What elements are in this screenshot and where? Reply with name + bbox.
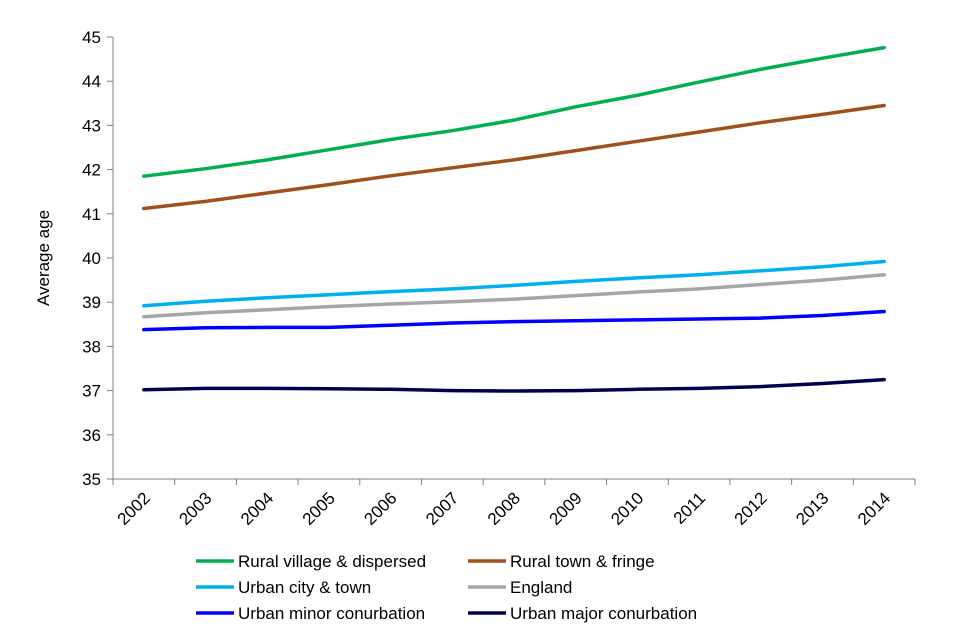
- y-axis-title: Average age: [34, 210, 53, 306]
- series-line-urban-minor-conurbation: [142, 309, 886, 332]
- y-tick-label: 43: [82, 116, 101, 135]
- legend-item-england: England: [468, 578, 572, 597]
- legend-item-rural-town-fringe: Rural town & fringe: [468, 552, 655, 571]
- legend: Rural village & dispersed Rural town & fr…: [196, 552, 697, 623]
- y-tick-label: 35: [82, 470, 101, 489]
- y-tick-label: 37: [82, 382, 101, 401]
- y-tick-label: 39: [82, 293, 101, 312]
- legend-item-rural-village-dispersed: Rural village & dispersed: [196, 552, 426, 571]
- legend-label: Rural village & dispersed: [238, 552, 426, 571]
- x-tick-label: 2003: [175, 489, 215, 529]
- y-tick-label: 41: [82, 205, 101, 224]
- legend-label: Urban major conurbation: [510, 604, 697, 623]
- x-tick-label: 2009: [546, 489, 586, 529]
- x-tick-label: 2004: [237, 489, 277, 529]
- legend-label: Urban city & town: [238, 578, 371, 597]
- y-tick-label: 38: [82, 337, 101, 356]
- y-tick-label: 36: [82, 426, 101, 445]
- legend-label: Urban minor conurbation: [238, 604, 425, 623]
- legend-item-urban-major-conurbation: Urban major conurbation: [468, 604, 697, 623]
- y-tick-label: 44: [82, 72, 101, 91]
- series-line-urban-city-town: [142, 259, 886, 308]
- y-axis-ticks: 35 36 37 38 39 40 41 42 43 44 45: [82, 28, 113, 489]
- series-line-rural-town-fringe: [142, 103, 886, 211]
- series-line-england: [142, 273, 886, 319]
- x-tick-label: 2005: [299, 489, 339, 529]
- x-tick-label: 2006: [360, 489, 400, 529]
- y-tick-label: 45: [82, 28, 101, 47]
- legend-item-urban-city-town: Urban city & town: [196, 578, 371, 597]
- x-axis-ticks: 2002 2003 2004 2005 2006 2007 2008 2009 2010 2011…: [112, 479, 916, 529]
- legend-item-urban-minor-conurbation: Urban minor conurbation: [196, 604, 425, 623]
- y-tick-label: 40: [82, 249, 101, 268]
- x-tick-label: 2011: [670, 489, 709, 528]
- x-tick-label: 2013: [792, 489, 832, 529]
- y-tick-label: 42: [82, 161, 101, 180]
- x-tick-label: 2014: [854, 489, 894, 529]
- x-tick-label: 2008: [484, 489, 524, 529]
- series-line-urban-major-conurbation: [142, 377, 886, 393]
- x-tick-label: 2002: [114, 489, 154, 529]
- legend-label: England: [510, 578, 572, 597]
- x-tick-label: 2007: [422, 489, 462, 529]
- legend-label: Rural town & fringe: [510, 552, 655, 571]
- series-lines: [142, 45, 886, 393]
- x-tick-label: 2010: [607, 489, 647, 529]
- x-tick-label: 2012: [731, 489, 771, 529]
- series-line-rural-village-dispersed: [142, 45, 886, 178]
